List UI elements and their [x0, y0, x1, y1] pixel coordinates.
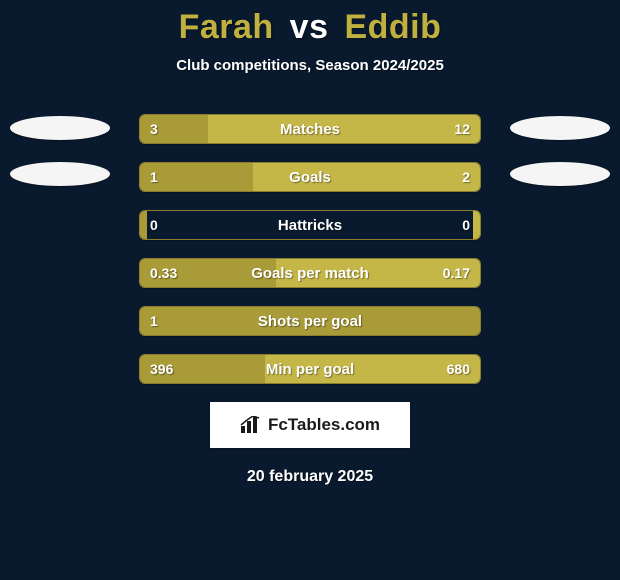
stat-row: 12Goals	[139, 162, 481, 192]
stat-label: Goals per match	[140, 259, 480, 287]
brand-logo[interactable]: FcTables.com	[210, 402, 410, 448]
vs-text: vs	[290, 8, 329, 46]
player-badge-right-0	[510, 116, 610, 140]
stat-row: 0.330.17Goals per match	[139, 258, 481, 288]
stat-row: 312Matches	[139, 114, 481, 144]
player-badge-right-1	[510, 162, 610, 186]
stat-label: Matches	[140, 115, 480, 143]
subtitle: Club competitions, Season 2024/2025	[0, 57, 620, 74]
bars-icon	[240, 416, 262, 434]
title: Farah vs Eddib	[0, 0, 620, 47]
player-badge-left-0	[10, 116, 110, 140]
stat-row: 396680Min per goal	[139, 354, 481, 384]
stat-label: Min per goal	[140, 355, 480, 383]
player-badge-left-1	[10, 162, 110, 186]
footer-date: 20 february 2025	[0, 468, 620, 486]
stat-row: 00Hattricks	[139, 210, 481, 240]
player1-name: Farah	[179, 8, 274, 46]
comparison-card: Farah vs Eddib Club competitions, Season…	[0, 0, 620, 580]
stat-label: Goals	[140, 163, 480, 191]
brand-text: FcTables.com	[268, 415, 380, 435]
player2-name: Eddib	[344, 8, 441, 46]
stat-label: Shots per goal	[140, 307, 480, 335]
stat-label: Hattricks	[140, 211, 480, 239]
stat-row: 1Shots per goal	[139, 306, 481, 336]
stats-block: 312Matches 12Goals 00Hattricks 0.330.17Goal…	[0, 114, 620, 384]
